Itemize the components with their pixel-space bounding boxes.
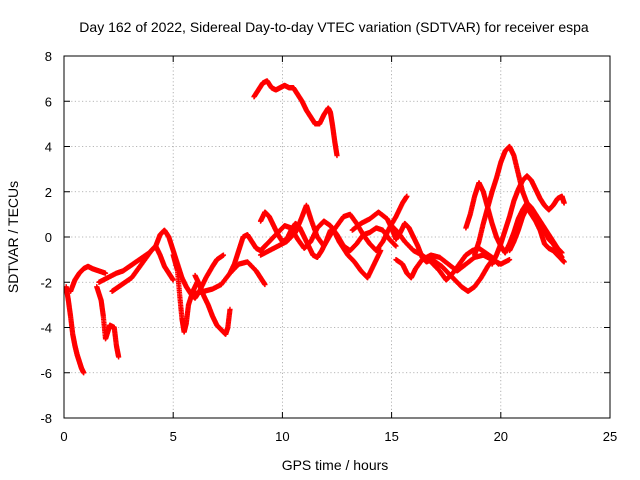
y-tick-label: 4	[45, 140, 52, 155]
x-tick-label: 0	[60, 429, 67, 444]
x-tick-label: 20	[494, 429, 508, 444]
tick-layer: 0 5 10 15 20 25 -8 -6 -4 -2 0 2 4 6 8	[40, 49, 617, 444]
series-arc-5	[109, 243, 176, 294]
series-arc-17	[463, 180, 565, 256]
data-point	[102, 270, 109, 276]
y-tick-label: -4	[40, 321, 52, 336]
series-arc-7	[192, 272, 233, 337]
y-axis-label: SDTVAR / TECUs	[5, 181, 21, 293]
y-tick-label: -2	[40, 275, 52, 290]
series-arc-6	[170, 252, 200, 335]
x-tick-label: 25	[603, 429, 617, 444]
y-tick-label: 6	[45, 94, 52, 109]
data-point	[170, 277, 176, 283]
y-tick-label: 2	[45, 185, 52, 200]
series-arc-18	[489, 173, 567, 267]
chart-title: Day 162 of 2022, Sidereal Day-to-day VTE…	[79, 19, 589, 35]
series-arc-19	[506, 204, 567, 265]
data-point	[559, 250, 565, 256]
series-arc-8	[192, 259, 268, 297]
y-tick-label: 0	[45, 230, 52, 245]
data-point	[116, 354, 122, 360]
y-tick-label: -8	[40, 411, 52, 426]
data-layer	[63, 78, 567, 376]
data-point	[506, 257, 513, 263]
x-tick-label: 5	[170, 429, 177, 444]
data-point	[262, 281, 268, 288]
data-point	[378, 247, 384, 254]
series-arc-2	[67, 263, 109, 294]
data-point	[393, 243, 399, 249]
x-tick-label: 15	[384, 429, 398, 444]
data-point	[561, 259, 567, 265]
series-arc-1	[63, 284, 87, 376]
data-point	[561, 200, 567, 206]
series-arc-3	[94, 284, 122, 360]
data-point	[81, 370, 87, 376]
data-point	[496, 261, 502, 267]
y-tick-label: -6	[40, 366, 52, 381]
x-tick-label: 10	[275, 429, 289, 444]
data-point	[334, 152, 340, 159]
data-point	[227, 306, 233, 312]
x-axis-label: GPS time / hours	[282, 457, 389, 473]
data-point	[220, 252, 227, 258]
series-arc-11	[257, 209, 384, 281]
y-tick-label: 8	[45, 49, 52, 64]
data-point	[404, 193, 410, 199]
series-arc-12	[251, 78, 340, 159]
